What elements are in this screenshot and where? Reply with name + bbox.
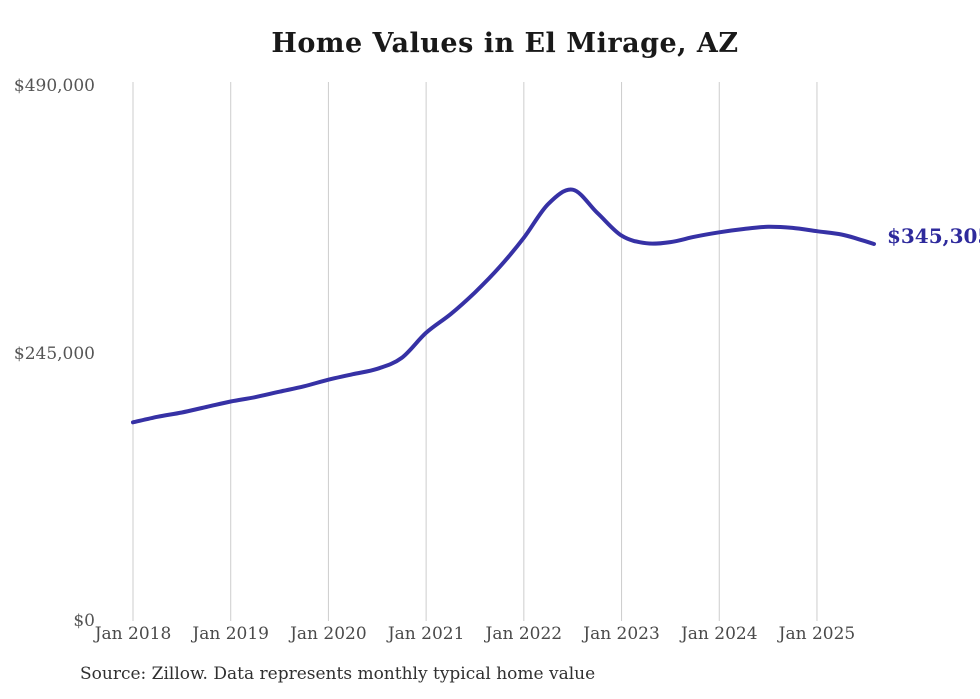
x-axis-label: Jan 2019 <box>192 624 269 644</box>
x-axis-label: Jan 2020 <box>290 624 367 644</box>
x-axis-label: Jan 2018 <box>94 624 172 644</box>
y-axis-label: $0 <box>73 611 95 631</box>
y-axis-label: $245,000 <box>13 343 95 364</box>
source-note: Source: Zillow. Data represents monthly … <box>80 664 596 684</box>
home-value-line <box>131 187 876 425</box>
y-axis-label: $490,000 <box>13 76 95 96</box>
x-axis-label: Jan 2023 <box>583 624 660 644</box>
x-axis-label: Jan 2021 <box>387 624 465 644</box>
x-axis-label: Jan 2022 <box>485 624 563 644</box>
chart-title: Home Values in El Mirage, AZ <box>271 28 739 59</box>
x-axis-label: Jan 2025 <box>778 624 856 644</box>
x-axis-label: Jan 2024 <box>680 624 758 644</box>
latest-value-label: $345,305 <box>886 223 980 248</box>
year-gridlines <box>132 82 818 621</box>
